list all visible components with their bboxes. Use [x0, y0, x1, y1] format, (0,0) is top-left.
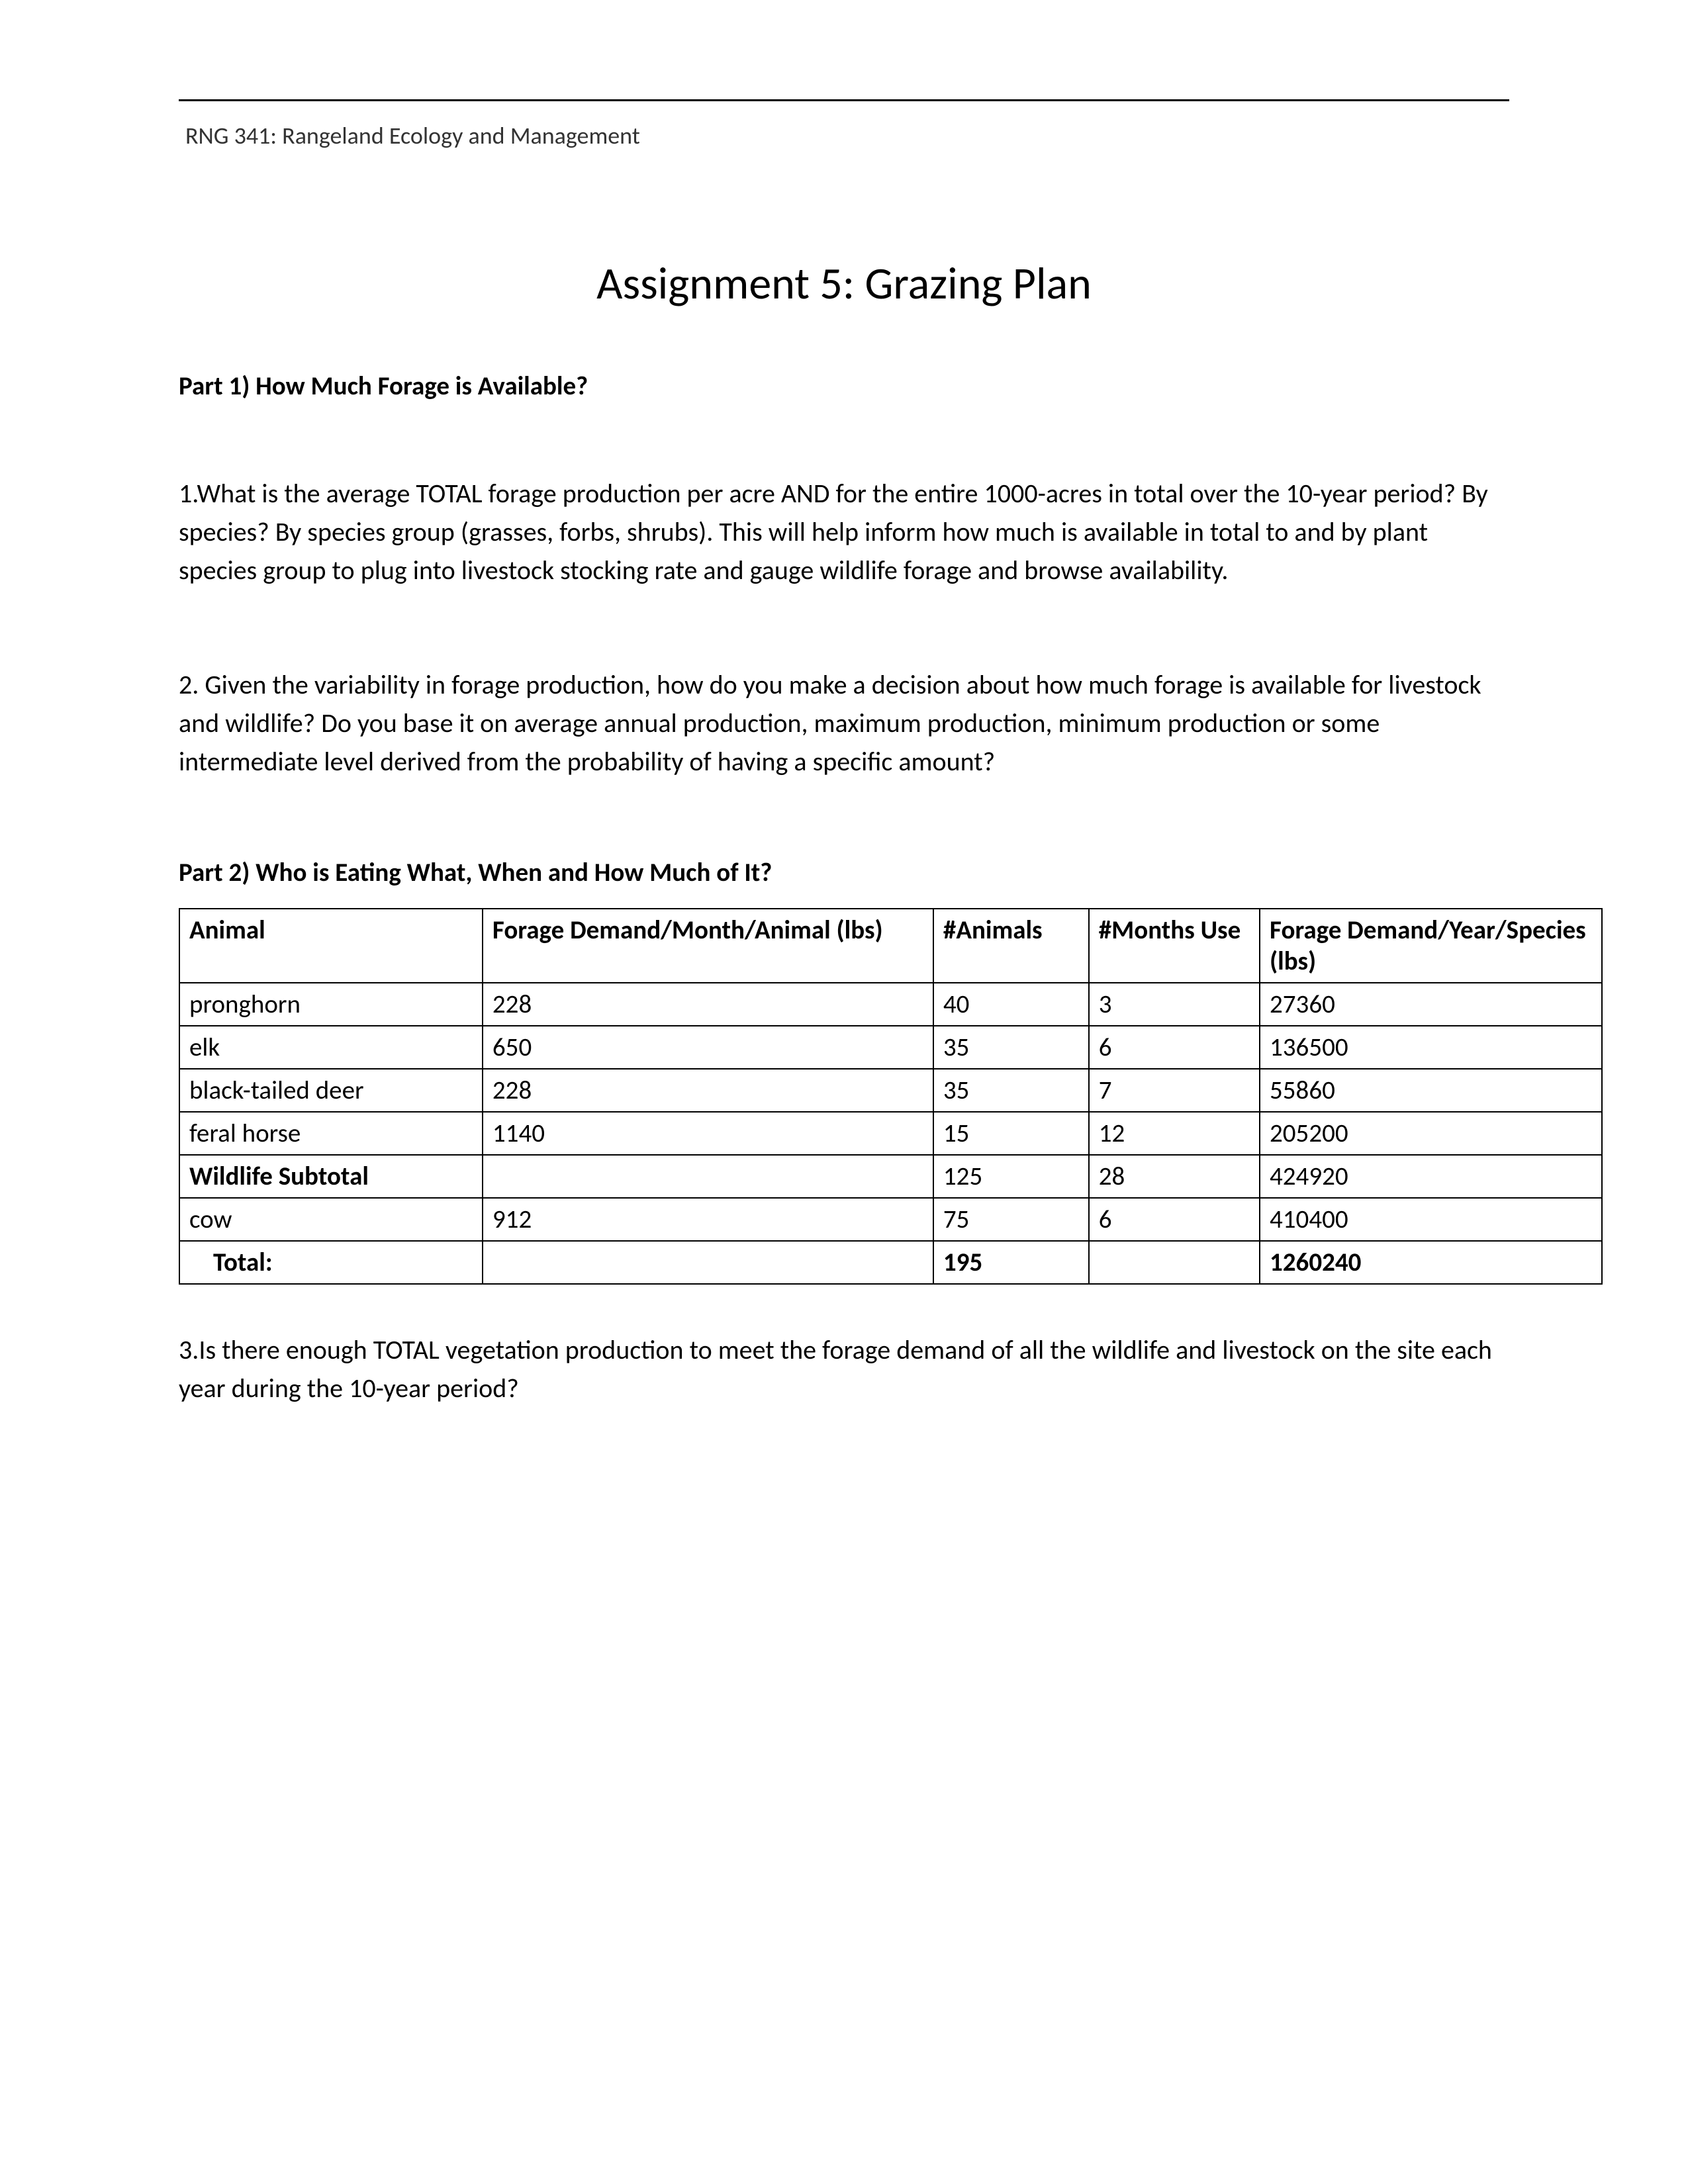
cell-demand-month — [483, 1241, 933, 1284]
table-header-row: Animal Forage Demand/Month/Animal (lbs) … — [179, 909, 1602, 983]
total-row: Total: 195 1260240 — [179, 1241, 1602, 1284]
forage-table: Animal Forage Demand/Month/Animal (lbs) … — [179, 908, 1603, 1285]
cell-animal: cow — [179, 1198, 483, 1241]
table-row: pronghorn 228 40 3 27360 — [179, 983, 1602, 1026]
assignment-title: Assignment 5: Grazing Plan — [179, 256, 1509, 311]
cell-demand-year: 410400 — [1260, 1198, 1602, 1241]
cell-months-use: 6 — [1089, 1198, 1260, 1241]
cell-demand-year: 55860 — [1260, 1069, 1602, 1112]
cell-demand-month: 912 — [483, 1198, 933, 1241]
cell-demand-year: 27360 — [1260, 983, 1602, 1026]
cell-num-animals: 35 — [933, 1026, 1089, 1069]
cell-months-use: 3 — [1089, 983, 1260, 1026]
cell-num-animals: 15 — [933, 1112, 1089, 1155]
header-divider — [179, 99, 1509, 101]
cell-demand-year: 136500 — [1260, 1026, 1602, 1069]
page-container: RNG 341: Rangeland Ecology and Managemen… — [0, 0, 1688, 1474]
table-row: feral horse 1140 15 12 205200 — [179, 1112, 1602, 1155]
cell-num-animals: 35 — [933, 1069, 1089, 1112]
question-1: 1.What is the average TOTAL forage produ… — [179, 475, 1509, 590]
cell-demand-month: 1140 — [483, 1112, 933, 1155]
cell-demand-month: 228 — [483, 1069, 933, 1112]
cell-animal: elk — [179, 1026, 483, 1069]
cell-demand-year: 205200 — [1260, 1112, 1602, 1155]
cell-months-use: 28 — [1089, 1155, 1260, 1198]
cell-animal: Wildlife Subtotal — [179, 1155, 483, 1198]
col-months-use: #Months Use — [1089, 909, 1260, 983]
cell-animal: black-tailed deer — [179, 1069, 483, 1112]
cell-animal: pronghorn — [179, 983, 483, 1026]
cell-num-animals: 195 — [933, 1241, 1089, 1284]
cell-animal: feral horse — [179, 1112, 483, 1155]
cell-demand-year: 424920 — [1260, 1155, 1602, 1198]
col-num-animals: #Animals — [933, 909, 1089, 983]
cell-num-animals: 75 — [933, 1198, 1089, 1241]
col-demand-month: Forage Demand/Month/Animal (lbs) — [483, 909, 933, 983]
col-animal: Animal — [179, 909, 483, 983]
question-2: 2. Given the variability in forage produ… — [179, 666, 1509, 781]
cell-demand-month: 650 — [483, 1026, 933, 1069]
cell-demand-month — [483, 1155, 933, 1198]
table-row: cow 912 75 6 410400 — [179, 1198, 1602, 1241]
col-demand-year: Forage Demand/Year/Species (lbs) — [1260, 909, 1602, 983]
table-row: black-tailed deer 228 35 7 55860 — [179, 1069, 1602, 1112]
cell-months-use: 6 — [1089, 1026, 1260, 1069]
cell-demand-month: 228 — [483, 983, 933, 1026]
table-wrapper: Animal Forage Demand/Month/Animal (lbs) … — [179, 908, 1603, 1298]
part2-heading: Part 2) Who is Eating What, When and How… — [179, 857, 1509, 888]
course-header: RNG 341: Rangeland Ecology and Managemen… — [185, 121, 1509, 150]
cell-num-animals: 40 — [933, 983, 1089, 1026]
cell-months-use: 7 — [1089, 1069, 1260, 1112]
cell-months-use — [1089, 1241, 1260, 1284]
cell-months-use: 12 — [1089, 1112, 1260, 1155]
cell-num-animals: 125 — [933, 1155, 1089, 1198]
subtotal-row: Wildlife Subtotal 125 28 424920 — [179, 1155, 1602, 1198]
part1-heading: Part 1) How Much Forage is Available? — [179, 371, 1509, 402]
question-3: 3.Is there enough TOTAL vegetation produ… — [179, 1331, 1509, 1408]
cell-animal: Total: — [179, 1241, 483, 1284]
cell-demand-year: 1260240 — [1260, 1241, 1602, 1284]
table-row: elk 650 35 6 136500 — [179, 1026, 1602, 1069]
